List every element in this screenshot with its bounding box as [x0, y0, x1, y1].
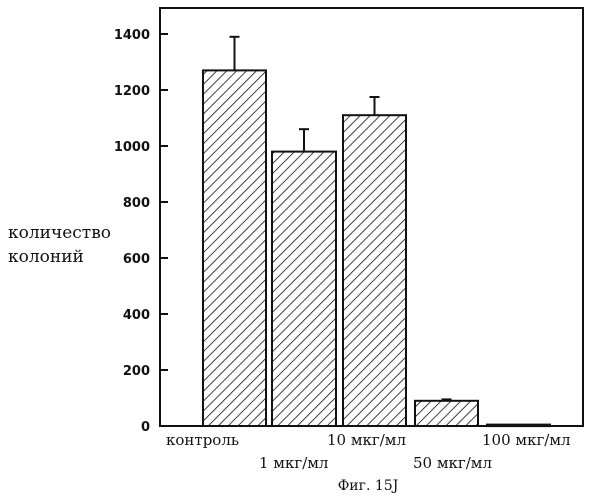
y-tick-label: 800: [123, 196, 150, 211]
y-tick-label: 600: [123, 252, 150, 267]
bar: [203, 70, 266, 426]
category-label: 10 мкг/мл: [327, 431, 406, 449]
bars: [203, 70, 550, 426]
plot-area: 0 200 400 600 800 1000 1200 1400: [114, 8, 583, 435]
category-label: 50 мкг/мл: [413, 454, 492, 472]
bar: [272, 152, 336, 426]
bar: [343, 115, 406, 426]
y-axis-label-line-2: колоний: [8, 247, 84, 267]
y-tick-label: 1000: [114, 140, 150, 155]
error-bar: [230, 37, 240, 71]
y-tick-label: 200: [123, 364, 150, 379]
category-label: контроль: [166, 431, 239, 449]
y-axis-label-line-1: количество: [8, 223, 111, 243]
error-bar: [370, 97, 380, 115]
category-labels: контроль 1 мкг/мл 10 мкг/мл 50 мкг/мл 100 мк…: [166, 431, 571, 472]
bar: [415, 401, 478, 426]
y-tick-label: 1200: [114, 84, 150, 99]
error-bar: [299, 129, 309, 151]
category-label: 100 мкг/мл: [482, 431, 571, 449]
y-tick-label: 400: [123, 308, 150, 323]
figure-caption: Фиг. 15J: [338, 478, 399, 494]
bar: [487, 425, 550, 427]
y-tick-label: 1400: [114, 28, 150, 43]
category-label: 1 мкг/мл: [259, 454, 328, 472]
y-tick-label: 0: [141, 420, 150, 435]
